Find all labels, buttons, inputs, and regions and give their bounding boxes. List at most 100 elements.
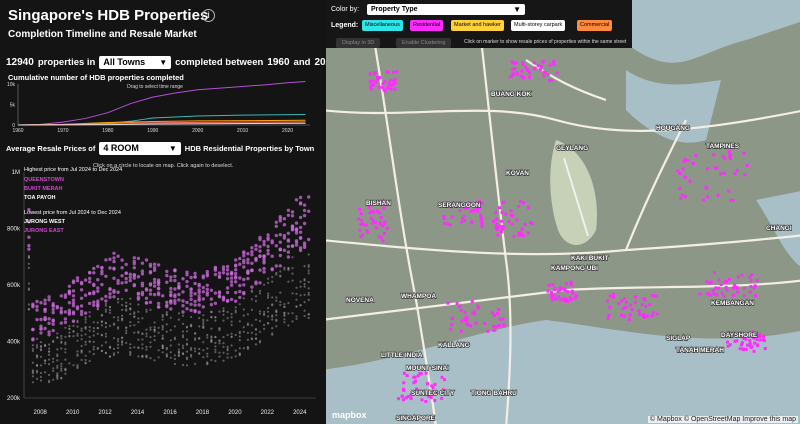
residential-marker	[742, 294, 746, 298]
price-point	[39, 317, 43, 322]
price-point	[100, 282, 104, 287]
residential-marker	[499, 230, 503, 234]
price-point	[125, 326, 128, 329]
lowest-town-1[interactable]: JURONG WEST	[24, 219, 65, 225]
price-point	[271, 296, 274, 299]
price-point	[275, 318, 278, 321]
legend-residential[interactable]: Residential	[410, 20, 444, 31]
lowest-town-2[interactable]: JURONG EAST	[24, 228, 64, 234]
price-point	[238, 347, 241, 350]
legend-miscellaneous[interactable]: Miscellaneous	[362, 20, 403, 31]
residential-marker	[498, 323, 501, 327]
residential-marker	[617, 302, 621, 306]
price-point	[189, 302, 193, 306]
flat-type-select[interactable]: 4 ROOM ▼	[99, 142, 181, 155]
residential-marker	[749, 285, 753, 288]
mapbox-logo[interactable]: mapbox	[332, 410, 367, 420]
price-point	[52, 339, 55, 342]
price-point	[165, 303, 169, 307]
residential-marker	[382, 203, 386, 206]
price-point	[153, 339, 156, 342]
residential-marker	[486, 329, 490, 333]
price-point	[287, 267, 290, 270]
price-point	[43, 302, 47, 306]
residential-marker	[733, 283, 737, 287]
price-point	[181, 336, 185, 339]
residential-marker	[404, 396, 408, 400]
price-point	[267, 277, 270, 280]
residential-marker	[751, 331, 755, 335]
price-point	[283, 305, 286, 309]
residential-marker	[429, 395, 433, 399]
residential-marker	[569, 296, 573, 300]
residential-marker	[628, 303, 632, 307]
info-icon[interactable]: i	[202, 9, 215, 22]
residential-marker	[359, 235, 363, 239]
price-point	[295, 298, 298, 301]
legend-commercial[interactable]: Commercial	[577, 20, 613, 31]
display-3d-button[interactable]: Display in 3D	[336, 38, 381, 48]
price-point	[121, 343, 124, 346]
map-attribution[interactable]: © Mapbox © OpenStreetMap Improve this ma…	[647, 416, 798, 423]
price-point	[92, 291, 96, 296]
residential-marker	[694, 154, 698, 158]
price-point	[104, 341, 107, 344]
residential-marker	[513, 67, 517, 71]
price-point	[173, 336, 176, 339]
price-point	[117, 316, 120, 319]
residential-marker	[762, 334, 766, 338]
cumulative-chart[interactable]: 1960 1970 1980 1990 2000 2010 2020 10k 5k 0 Drag t…	[0, 80, 326, 136]
price-point	[202, 349, 205, 352]
color-by-select[interactable]: Property Type ▼	[367, 4, 525, 15]
highest-town-3[interactable]: TOA PAYOH	[24, 195, 56, 201]
price-point	[214, 348, 217, 351]
residential-marker	[711, 289, 715, 293]
price-point	[84, 340, 87, 343]
price-point	[177, 343, 180, 346]
legend-carpark[interactable]: Multi-storey carpark	[511, 20, 566, 31]
residential-marker	[732, 286, 735, 290]
price-point	[112, 259, 116, 264]
price-point	[148, 292, 153, 296]
y-tick-label: 400k	[7, 340, 21, 346]
residential-marker	[465, 204, 469, 208]
residential-marker	[392, 79, 396, 83]
price-point	[92, 303, 96, 307]
residential-marker	[719, 172, 723, 176]
residential-marker	[530, 222, 534, 225]
price-point	[185, 364, 189, 367]
residential-marker	[564, 299, 567, 303]
highest-town-2[interactable]: BUKIT MERAH	[24, 186, 63, 192]
highest-town-1[interactable]: QUEENSTOWN	[24, 177, 64, 183]
price-point	[88, 325, 91, 329]
enable-clustering-button[interactable]: Enable Clustering	[396, 38, 452, 48]
town-select[interactable]: All Towns ▼	[99, 56, 172, 69]
price-point	[303, 309, 306, 312]
price-point	[116, 278, 120, 283]
residential-marker	[381, 82, 385, 86]
residential-marker	[706, 292, 710, 296]
price-point	[205, 269, 209, 274]
residential-marker	[706, 195, 710, 199]
price-point	[286, 213, 291, 217]
price-point	[194, 362, 197, 365]
price-point	[165, 348, 168, 351]
price-point	[282, 233, 287, 238]
price-point	[250, 331, 253, 334]
legend-market-hawker[interactable]: Market and hawker	[451, 20, 504, 31]
price-point	[121, 303, 124, 307]
price-point	[210, 327, 213, 330]
map-view[interactable]: BUANG KOK HOUGANG TAMPINES BISHAN SERANGOON K…	[326, 0, 800, 424]
price-point	[263, 323, 266, 327]
price-point	[132, 284, 136, 288]
price-point	[291, 292, 294, 295]
price-point	[283, 268, 286, 271]
resale-price-chart[interactable]: 2008 2010 2012 2014 2016 2018 2020 2022 2024 1M 80…	[0, 162, 326, 424]
price-point	[286, 244, 291, 249]
price-point	[59, 321, 63, 325]
price-point	[120, 274, 124, 278]
price-point	[193, 309, 197, 314]
map-canvas[interactable]: BUANG KOK HOUGANG TAMPINES BISHAN SERANGOON K…	[326, 0, 800, 424]
price-point	[104, 310, 107, 313]
price-point	[67, 301, 72, 305]
